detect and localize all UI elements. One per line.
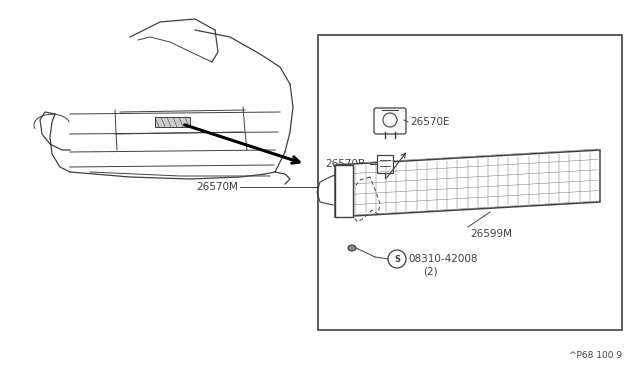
Bar bbox=[335, 165, 353, 217]
Text: 26599M: 26599M bbox=[470, 229, 512, 239]
Text: (2): (2) bbox=[423, 267, 438, 277]
Text: S: S bbox=[394, 254, 400, 263]
Text: 08310-42008: 08310-42008 bbox=[408, 254, 477, 264]
Text: 26570M: 26570M bbox=[196, 182, 238, 192]
Ellipse shape bbox=[348, 245, 356, 251]
Text: ^P68 100 9: ^P68 100 9 bbox=[569, 351, 622, 360]
FancyBboxPatch shape bbox=[374, 108, 406, 134]
Bar bbox=[377, 155, 393, 173]
Text: 26570E: 26570E bbox=[410, 117, 449, 127]
Bar bbox=[155, 117, 190, 127]
Bar bbox=[318, 35, 622, 330]
Text: 26570B: 26570B bbox=[325, 159, 365, 169]
Polygon shape bbox=[335, 150, 600, 217]
